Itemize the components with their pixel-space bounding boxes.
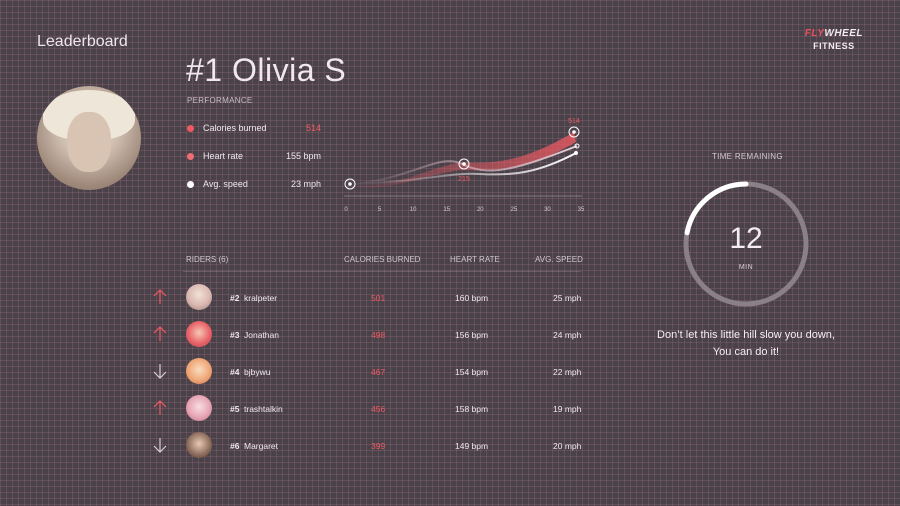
- rider-avatar[interactable]: [186, 395, 212, 421]
- trend-up-icon: [153, 326, 167, 341]
- table-row[interactable]: #3 Jonathan 498 156 bpm 24 mph: [148, 321, 584, 349]
- stat-calories-value: 514: [305, 123, 321, 133]
- trend-down-icon: [153, 438, 167, 453]
- chart-heart-rate-line: [349, 145, 578, 185]
- stat-calories-label: Calories burned: [203, 123, 267, 133]
- col-header-riders: RIDERS (6): [186, 255, 229, 264]
- rider-rank: #4: [230, 367, 240, 377]
- col-header-speed: AVG. SPEED: [535, 255, 583, 264]
- rider-calories: 501: [371, 293, 386, 303]
- rider-rank: #6: [230, 441, 240, 451]
- rider-rank: #3: [230, 330, 240, 340]
- stat-speed-value: 23 mph: [290, 179, 321, 189]
- chart-x-tick-label: 5: [378, 207, 382, 213]
- stat-heart-rate-label: Heart rate: [203, 151, 244, 161]
- timer-ring-progress: [683, 181, 809, 307]
- chart-marker-215-dot: [462, 162, 466, 166]
- chart-start-marker: [344, 178, 356, 190]
- rider-heart-rate: 156 bpm: [455, 330, 489, 340]
- brand-logo: FLYWHEEL FITNESS: [805, 28, 863, 52]
- chart-marker-514: [568, 126, 580, 138]
- table-row[interactable]: #6 Margaret 399 149 bpm 20 mph: [148, 432, 584, 460]
- stat-calories: Calories burned 514: [187, 122, 321, 136]
- rider-name[interactable]: Jonathan: [244, 330, 279, 340]
- rider-avatar[interactable]: [186, 284, 212, 310]
- rider-speed: 20 mph: [553, 441, 582, 451]
- rider-calories: 399: [371, 441, 386, 451]
- leader-name: #1 Olivia S: [186, 52, 347, 88]
- chart-x-tick-label: 20: [477, 207, 484, 213]
- stat-heart-rate-value: 155 bpm: [285, 151, 321, 161]
- motivation-line-2: You can do it!: [712, 346, 780, 358]
- col-header-heart-rate: HEART RATE: [450, 255, 500, 264]
- rider-avatar[interactable]: [186, 321, 212, 347]
- rider-calories: 467: [371, 367, 386, 377]
- brand-logo-part1: FLY: [804, 28, 825, 39]
- trend-down-icon: [153, 364, 167, 379]
- chart-calories-band: [350, 132, 576, 189]
- timer-unit: MIN: [738, 264, 754, 271]
- chart-marker-514-dot: [572, 130, 576, 134]
- table-row[interactable]: #2 kralpeter 501 160 bpm 25 mph: [148, 284, 584, 312]
- page-title: Leaderboard: [37, 33, 128, 50]
- chart-x-tick-label: 15: [443, 207, 450, 213]
- trend-up-icon: [153, 289, 167, 304]
- rider-name[interactable]: bjbywu: [244, 367, 271, 377]
- rider-rank: #5: [230, 404, 240, 414]
- rider-heart-rate: 158 bpm: [455, 404, 489, 414]
- chart-x-tick-label: 30: [544, 207, 551, 213]
- chart-end-speed: [574, 151, 578, 155]
- rider-avatar[interactable]: [186, 358, 212, 384]
- chart-annotation-215: 215: [458, 176, 470, 183]
- performance-chart: 514 215 0 5 10 15 20 25 30 35: [344, 118, 585, 213]
- table-header-divider: [183, 271, 581, 272]
- motivation-message: Don’t let this little hill slow you down…: [636, 327, 856, 361]
- rider-name[interactable]: kralpeter: [244, 293, 278, 303]
- chart-end-heart-rate: [574, 143, 580, 149]
- rider-avatar[interactable]: [186, 432, 212, 458]
- timer-ring: [683, 181, 809, 307]
- stat-speed-dot: [187, 181, 194, 188]
- table-row[interactable]: #4 bjbywu 467 154 bpm 22 mph: [148, 358, 584, 386]
- motivation-line-1: Don’t let this little hill slow you down…: [657, 329, 835, 341]
- rider-rank: #2: [230, 293, 240, 303]
- chart-x-tick-label: 10: [410, 207, 417, 213]
- rider-speed: 19 mph: [553, 404, 582, 414]
- stat-heart-rate-dot: [187, 153, 194, 160]
- chart-start-marker-dot: [348, 182, 352, 186]
- leader-avatar: [37, 86, 141, 190]
- rider-heart-rate: 149 bpm: [455, 441, 489, 451]
- rider-calories: 456: [371, 404, 386, 414]
- chart-x-tick-label: 25: [511, 207, 518, 213]
- stat-heart-rate: Heart rate 155 bpm: [187, 150, 321, 164]
- chart-annotation-514: 514: [568, 118, 580, 125]
- chart-x-tick-label: 35: [578, 207, 585, 213]
- rider-heart-rate: 154 bpm: [455, 367, 489, 377]
- timer-value: 12: [729, 222, 763, 255]
- rider-name[interactable]: trashtalkin: [244, 404, 283, 414]
- stat-speed: Avg. speed 23 mph: [187, 178, 321, 192]
- col-header-calories: CALORIES BURNED: [344, 255, 421, 264]
- rider-heart-rate: 160 bpm: [455, 293, 489, 303]
- rider-calories: 498: [371, 330, 386, 340]
- chart-x-tick-label: 0: [344, 207, 348, 213]
- stat-calories-dot: [187, 125, 194, 132]
- rider-name[interactable]: Margaret: [244, 441, 279, 451]
- rider-speed: 24 mph: [553, 330, 582, 340]
- chart-marker-215: [458, 158, 470, 170]
- table-row[interactable]: #5 trashtalkin 456 158 bpm 19 mph: [148, 395, 584, 423]
- stat-speed-label: Avg. speed: [203, 179, 248, 189]
- rider-speed: 22 mph: [553, 367, 582, 377]
- timer-label: TIME REMAINING: [712, 152, 783, 161]
- brand-logo-part2: WHEEL: [824, 28, 863, 39]
- brand-logo-subtitle: FITNESS: [813, 41, 855, 51]
- rider-speed: 25 mph: [553, 293, 582, 303]
- performance-label: PERFORMANCE: [187, 96, 253, 105]
- chart-speed-line: [349, 152, 577, 185]
- trend-up-icon: [153, 400, 167, 415]
